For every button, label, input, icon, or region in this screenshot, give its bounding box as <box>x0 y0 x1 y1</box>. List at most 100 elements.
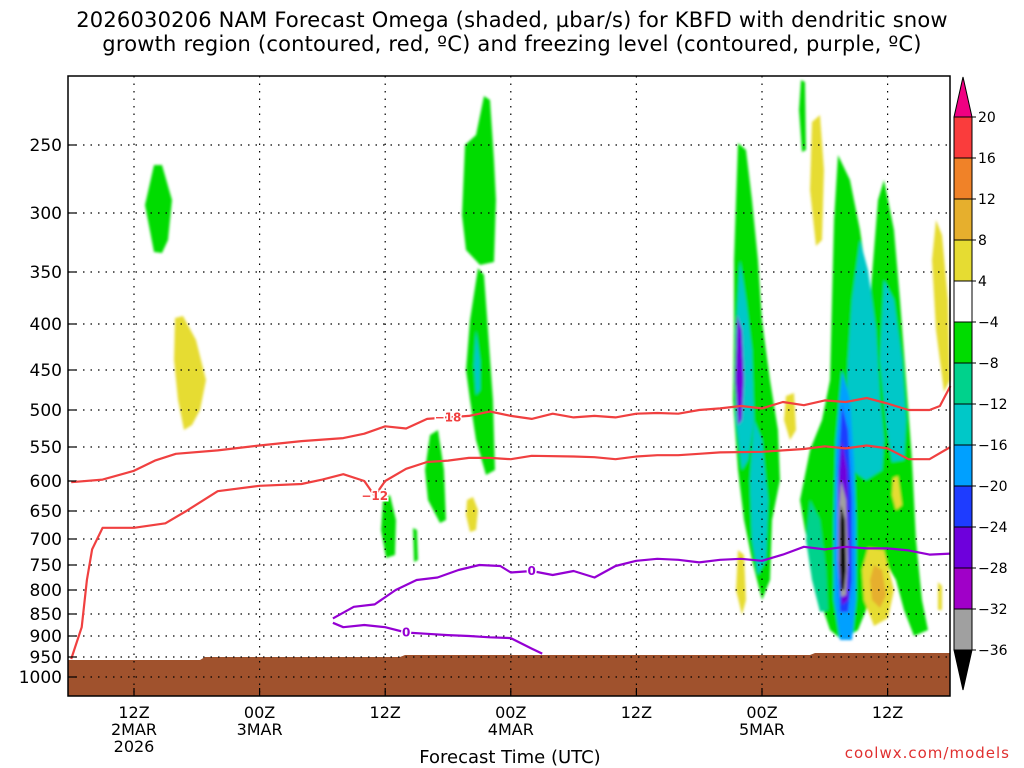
horizontal-gridlines <box>68 144 950 678</box>
terrain-ground <box>68 653 950 696</box>
x-tick-label: 2026 <box>114 737 155 756</box>
shade-teal-core <box>750 420 768 575</box>
contour-label: −18 <box>435 410 462 424</box>
shade-green-blob <box>425 430 446 523</box>
colorbar-segment <box>953 280 973 323</box>
plot-background <box>68 76 950 696</box>
y-axis: 2503003504004505005506006507007508008509… <box>19 136 76 688</box>
contour-line <box>332 545 951 620</box>
shade-teal-core <box>806 500 828 612</box>
contour-line <box>70 444 951 660</box>
x-axis-label: Forecast Time (UTC) <box>419 747 600 768</box>
x-tick-label: 12Z <box>621 703 652 722</box>
shade-yellow-blob <box>892 476 902 510</box>
title-line-2: growth region (contoured, red, ºC) and f… <box>102 32 922 56</box>
shade-yellow-blob <box>810 115 824 246</box>
colorbar-label: −20 <box>978 479 1008 495</box>
y-tick-label: 700 <box>30 530 62 550</box>
y-tick-label: 250 <box>30 136 62 156</box>
y-tick-label: 850 <box>30 605 62 625</box>
colorbar-segment <box>953 198 973 241</box>
y-tick-label: 350 <box>30 263 62 283</box>
colorbar-segment <box>953 403 973 446</box>
contour-lines: −18 −12 0 0 <box>70 385 952 660</box>
colorbar-label: −12 <box>978 397 1008 413</box>
shade-orange-core <box>870 565 886 608</box>
colorbar-label: 4 <box>978 274 987 290</box>
colorbar-label: −32 <box>978 602 1008 618</box>
y-tick-label: 400 <box>30 315 62 335</box>
contour-line <box>71 385 952 484</box>
x-tick-label: 5MAR <box>739 720 785 739</box>
colorbar-label: −8 <box>978 356 999 372</box>
contour-label: −12 <box>361 489 388 503</box>
colorbar: 20 16 12 8 4 −4 −8 −12 −16 −20 −24 −28 −32 −36 <box>953 76 1008 691</box>
x-tick-label: 00Z <box>495 703 526 722</box>
shade-yellow-blob <box>932 220 950 392</box>
colorbar-segment <box>953 157 973 200</box>
credit-text: coolwx.com/models <box>844 744 1010 762</box>
y-tick-label: 800 <box>30 581 62 601</box>
colorbar-segment <box>953 485 973 528</box>
shade-teal-core <box>474 330 480 395</box>
colorbar-label: −28 <box>978 561 1008 577</box>
colorbar-label: 12 <box>978 192 996 208</box>
contour-label: 0 <box>402 625 410 639</box>
y-tick-label: 550 <box>30 438 62 458</box>
shade-green-column <box>466 268 495 475</box>
shade-green-blob <box>799 80 806 152</box>
chart-title: 2026030206 NAM Forecast Omega (shaded, µ… <box>0 8 1024 56</box>
shade-blue-core <box>735 315 744 425</box>
shade-yellow-blob <box>736 550 746 615</box>
colorbar-segment <box>953 526 973 569</box>
y-tick-label: 450 <box>30 361 62 381</box>
shade-yellow-blob <box>466 497 478 532</box>
shade-green-column <box>733 143 780 600</box>
colorbar-segment <box>953 608 973 651</box>
colorbar-label: −36 <box>978 643 1008 659</box>
colorbar-label: −16 <box>978 438 1008 454</box>
y-tick-label: 500 <box>30 401 62 421</box>
title-line-1: 2026030206 NAM Forecast Omega (shaded, µ… <box>76 8 948 32</box>
x-tick-label: 12Z <box>872 703 903 722</box>
colorbar-label: −24 <box>978 520 1008 536</box>
colorbar-segment <box>953 362 973 405</box>
colorbar-label: 20 <box>978 110 996 126</box>
x-tick-label: 12Z <box>118 703 149 722</box>
colorbar-max-arrow <box>953 76 973 118</box>
colorbar-segment <box>953 567 973 610</box>
shade-teal-core <box>880 280 906 462</box>
colorbar-label: 16 <box>978 151 996 167</box>
y-tick-label: 900 <box>30 627 62 647</box>
colorbar-min-arrow <box>953 649 973 691</box>
y-tick-label: 750 <box>30 556 62 576</box>
shade-yellow-blob <box>938 582 942 610</box>
x-tick-label: 00Z <box>244 703 275 722</box>
contour-label: 0 <box>528 564 536 578</box>
plot-frame <box>67 75 951 697</box>
x-tick-label: 4MAR <box>488 720 534 739</box>
x-tick-label: 2MAR <box>111 720 157 739</box>
colorbar-segment <box>953 444 973 487</box>
colorbar-segment <box>953 116 973 159</box>
y-tick-label: 300 <box>30 204 62 224</box>
y-tick-label: 650 <box>30 502 62 522</box>
shade-teal-core <box>846 240 884 480</box>
x-tick-label: 00Z <box>746 703 777 722</box>
shade-green-column <box>462 96 496 265</box>
shade-green-blob <box>413 528 418 562</box>
colorbar-segment <box>953 321 973 364</box>
x-tick-label: 3MAR <box>237 720 283 739</box>
y-tick-label: 600 <box>30 472 62 492</box>
colorbar-label: 8 <box>978 233 987 249</box>
shade-yellow-blob <box>784 393 796 440</box>
x-tick-label: 12Z <box>370 703 401 722</box>
y-tick-label: 950 <box>30 648 62 668</box>
y-tick-label: 1000 <box>19 668 62 688</box>
colorbar-segment <box>953 239 973 282</box>
shade-green-blob <box>145 165 172 253</box>
colorbar-label: −4 <box>978 315 999 331</box>
shade-yellow-blob <box>174 316 206 430</box>
